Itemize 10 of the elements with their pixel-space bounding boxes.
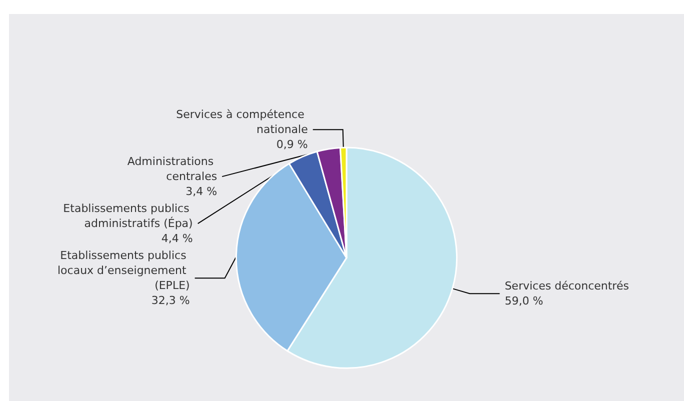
data-label: 3,4 % <box>186 185 218 198</box>
slice-label: Services à compétence nationale <box>176 108 308 136</box>
slice-label: Administrations centrales <box>127 155 218 184</box>
slice-label: Etablissements publics locaux d’enseignement (EPLE) <box>58 249 190 292</box>
data-label: 59,0 % <box>504 294 544 308</box>
data-label: 4,4 % <box>161 232 193 246</box>
slice-label: Services déconcentrés <box>504 280 630 293</box>
slice-label: Etablissements publics administratifs (Épa) <box>63 202 193 230</box>
data-label: 0,9 % <box>276 138 308 152</box>
data-label: 32,3 % <box>151 294 190 308</box>
